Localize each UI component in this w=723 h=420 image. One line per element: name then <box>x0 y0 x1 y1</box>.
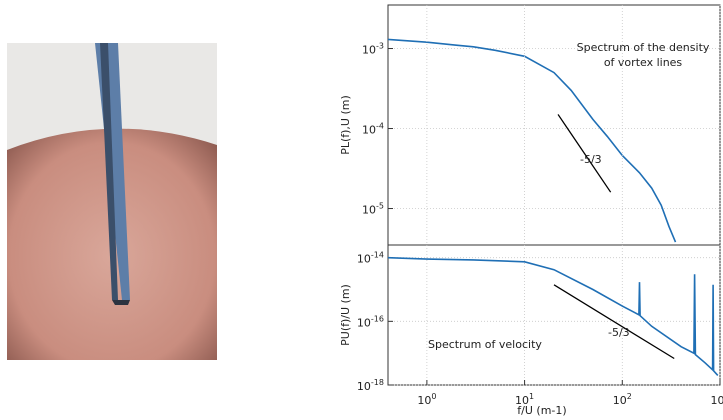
plot-frame <box>387 244 721 386</box>
slope-line <box>557 114 612 193</box>
slope-label: -5/3 <box>608 326 630 339</box>
spectrum-line <box>387 256 719 376</box>
charts: 10-3 10-4 10-5 PL(f),U (m) -5/3 Spectrum of t… <box>339 4 723 417</box>
annotation: Spectrum of the density <box>577 41 710 54</box>
photo <box>7 43 217 360</box>
spectrum-line <box>387 38 677 243</box>
y-tick-label: 10-14 <box>357 250 384 266</box>
x-tick-label: 100 <box>417 392 436 408</box>
y-tick-label: 10-3 <box>362 41 384 57</box>
slope-line <box>553 284 675 360</box>
y-tick-label: 10-18 <box>357 378 384 394</box>
annotation: of vortex lines <box>604 56 683 69</box>
x-tick-label: 101 <box>515 392 534 408</box>
x-tick-label: 102 <box>613 392 632 408</box>
y-axis-label: PU(f)/U (m) <box>339 284 352 346</box>
y-tick-label: 10-5 <box>362 201 384 217</box>
annotation: Spectrum of velocity <box>428 338 542 351</box>
slope-label: -5/3 <box>580 153 602 166</box>
y-tick-label: 10-16 <box>357 314 384 330</box>
x-tick-label: 103 <box>710 392 723 408</box>
x-axis-label: f/U (m-1) <box>517 404 566 417</box>
y-tick-label: 10-4 <box>362 121 384 137</box>
y-axis-label: PL(f),U (m) <box>339 95 352 155</box>
